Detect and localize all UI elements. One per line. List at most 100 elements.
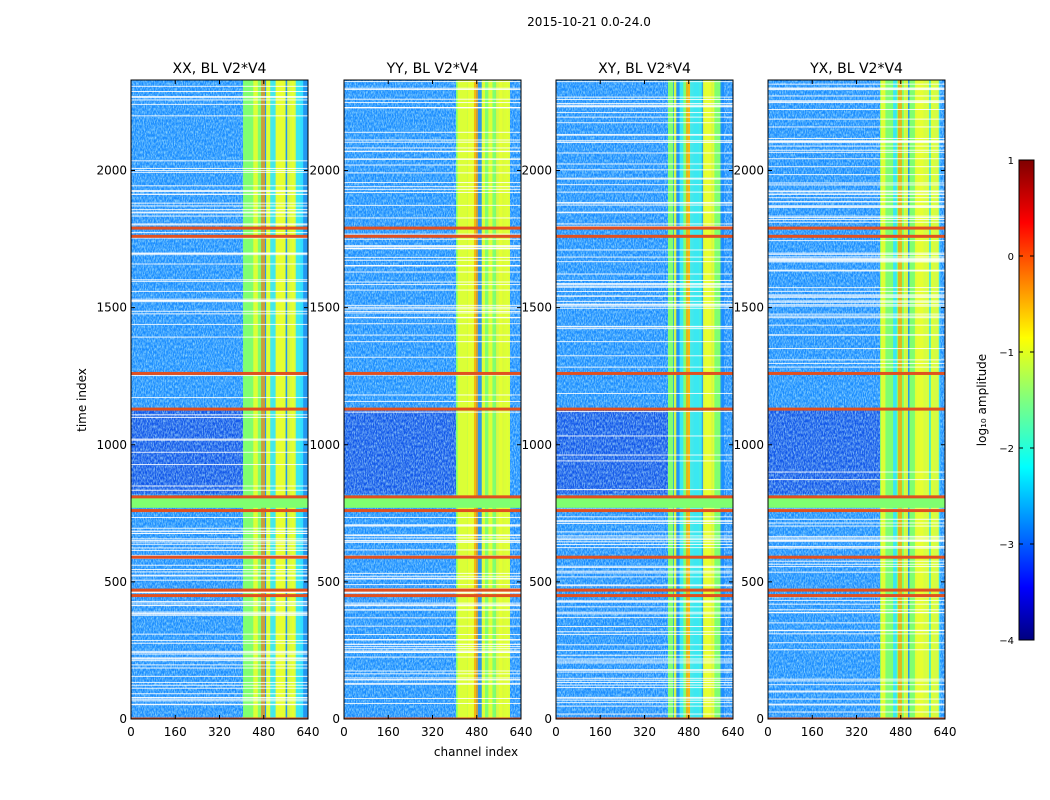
- gap-row: [556, 544, 733, 546]
- gap-row: [768, 95, 945, 97]
- gap-row: [344, 592, 521, 594]
- gap-row: [131, 323, 308, 325]
- gap-row: [344, 172, 521, 174]
- gap-row: [556, 307, 733, 309]
- gap-row: [131, 215, 308, 217]
- gap-row: [131, 547, 308, 549]
- rfi-stripe: [495, 80, 503, 719]
- x-tick-label: 480: [465, 725, 488, 739]
- gap-row: [131, 693, 308, 695]
- rfi-stripe: [499, 80, 508, 719]
- y-tick-label: 1500: [521, 301, 552, 315]
- gap-row: [556, 435, 733, 437]
- y-tick-label: 0: [756, 712, 764, 726]
- gap-row: [556, 702, 733, 704]
- gap-row: [556, 169, 733, 171]
- gap-row: [131, 489, 308, 491]
- gap-row: [131, 223, 308, 225]
- gap-row: [131, 375, 308, 377]
- colorbar: 1 0 −1 −2 −3 −4 log₁₀ amplitude: [975, 156, 1035, 647]
- gap-row: [131, 658, 308, 660]
- gap-row: [556, 273, 733, 275]
- gap-row: [131, 336, 308, 338]
- rfi-stripe: [506, 80, 511, 719]
- gap-row: [344, 584, 521, 586]
- gap-row: [768, 296, 945, 298]
- gap-row: [131, 640, 308, 642]
- gap-row: [556, 411, 733, 413]
- rfi-stripe: [457, 80, 468, 719]
- gap-row: [344, 217, 521, 219]
- gap-row: [131, 543, 308, 545]
- gap-row: [556, 225, 733, 227]
- rfi-stripe-strong: [260, 80, 265, 719]
- colorbar-tick-label: −1: [999, 348, 1014, 359]
- gap-row: [768, 300, 945, 302]
- gap-row: [768, 83, 945, 85]
- gap-row: [556, 303, 733, 305]
- flagged-row: [768, 371, 945, 375]
- x-tick-label: 320: [421, 725, 444, 739]
- panel-4: YX, BL V2*V4 0 160 320 480 640 0 500 1000 1500 200…: [733, 61, 956, 739]
- gap-row: [768, 137, 945, 139]
- gap-row: [131, 438, 308, 440]
- gap-row: [131, 532, 308, 534]
- gap-row: [768, 253, 945, 255]
- gap-row: [556, 697, 733, 699]
- gap-row: [556, 601, 733, 603]
- panel-image: [556, 80, 733, 719]
- gap-row: [344, 683, 521, 685]
- gap-row: [556, 699, 733, 701]
- gap-row: [768, 304, 945, 306]
- gap-row: [131, 211, 308, 213]
- gap-row: [344, 572, 521, 574]
- flagged-row: [556, 588, 733, 592]
- gap-row: [556, 669, 733, 671]
- gap-row: [556, 547, 733, 549]
- gap-row: [131, 575, 308, 577]
- gap-row: [768, 633, 945, 635]
- gap-row: [556, 283, 733, 285]
- rfi-stripe: [253, 80, 258, 719]
- gap-row: [768, 218, 945, 220]
- gap-row: [768, 101, 945, 103]
- gap-row: [344, 575, 521, 577]
- gap-row: [344, 540, 521, 542]
- rfi-stripe: [914, 80, 924, 719]
- gap-row: [556, 291, 733, 293]
- gap-row: [768, 680, 945, 682]
- gap-row: [344, 158, 521, 160]
- rfi-stripe: [903, 80, 909, 719]
- gap-row: [344, 356, 521, 358]
- gap-row: [131, 633, 308, 635]
- gap-row: [556, 285, 733, 287]
- gap-row: [768, 166, 945, 168]
- gap-row: [556, 617, 733, 619]
- gap-row: [768, 126, 945, 128]
- x-tick-label: 480: [252, 725, 275, 739]
- y-tick-label: 500: [104, 575, 127, 589]
- gap-row: [556, 341, 733, 343]
- gap-row: [768, 479, 945, 481]
- gap-row: [344, 334, 521, 336]
- x-tick-label: 0: [764, 725, 772, 739]
- gap-row: [556, 184, 733, 186]
- flagged-row: [556, 594, 733, 598]
- y-tick-label: 2000: [733, 164, 764, 178]
- gap-row: [344, 141, 521, 143]
- gap-row: [556, 249, 733, 251]
- y-tick-label: 1000: [733, 438, 764, 452]
- gap-row: [768, 240, 945, 242]
- gap-row: [344, 306, 521, 308]
- gap-row: [556, 489, 733, 491]
- gap-row: [344, 411, 521, 413]
- rfi-stripe: [287, 80, 295, 719]
- y-tick-label: 1500: [309, 301, 340, 315]
- gap-row: [344, 609, 521, 611]
- gap-row: [344, 656, 521, 658]
- gap-row: [131, 99, 308, 101]
- gap-row: [768, 563, 945, 565]
- gap-row: [131, 612, 308, 614]
- gap-row: [556, 535, 733, 537]
- gap-row: [768, 525, 945, 527]
